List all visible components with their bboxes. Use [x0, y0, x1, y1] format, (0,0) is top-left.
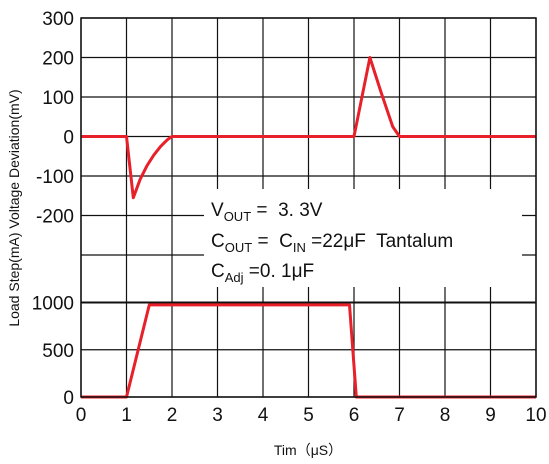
y-tick-label-mv: 300 [42, 9, 74, 30]
y-tick-label-mv: 0 [63, 128, 74, 149]
x-tick-label: 4 [258, 405, 269, 426]
x-axis-label: Tim（μS） [274, 442, 342, 458]
annotation-vout: VOUT = 3. 3V [211, 200, 323, 224]
x-tick-label: 8 [440, 405, 451, 426]
x-tick-label: 1 [121, 405, 132, 426]
plot-frame [80, 17, 537, 398]
y-tick-label-mv: -100 [36, 167, 74, 188]
y-tick-label-mv: 100 [42, 88, 74, 109]
x-tick-label: 2 [167, 405, 178, 426]
annotation-cadj: CAdj =0. 1μF [211, 261, 314, 285]
y-tick-label-mv: 200 [42, 49, 74, 70]
x-tick-label: 3 [212, 405, 223, 426]
x-tick-label: 6 [349, 405, 360, 426]
y-axis-label: Load Step(mA) Voltage Deviation(mV) [6, 89, 22, 326]
annotation-box: VOUT = 3. 3V COUT = CIN =22μF Tantalum C… [204, 189, 522, 287]
annotation-cout-cin: COUT = CIN =22μF Tantalum [211, 231, 453, 255]
x-tick-label: 7 [394, 405, 405, 426]
y-tick-label-ma: 1000 [32, 294, 74, 315]
x-tick-label: 9 [485, 405, 496, 426]
y-tick-label-ma: 0 [63, 388, 74, 409]
annotation-background [204, 189, 522, 287]
x-tick-label: 5 [303, 405, 314, 426]
y-tick-label-mv: -200 [36, 207, 74, 228]
y-tick-label-ma: 500 [42, 341, 74, 362]
x-tick-label: 10 [525, 405, 546, 426]
x-tick-label: 0 [76, 405, 87, 426]
voltage-deviation-line [81, 56, 536, 200]
